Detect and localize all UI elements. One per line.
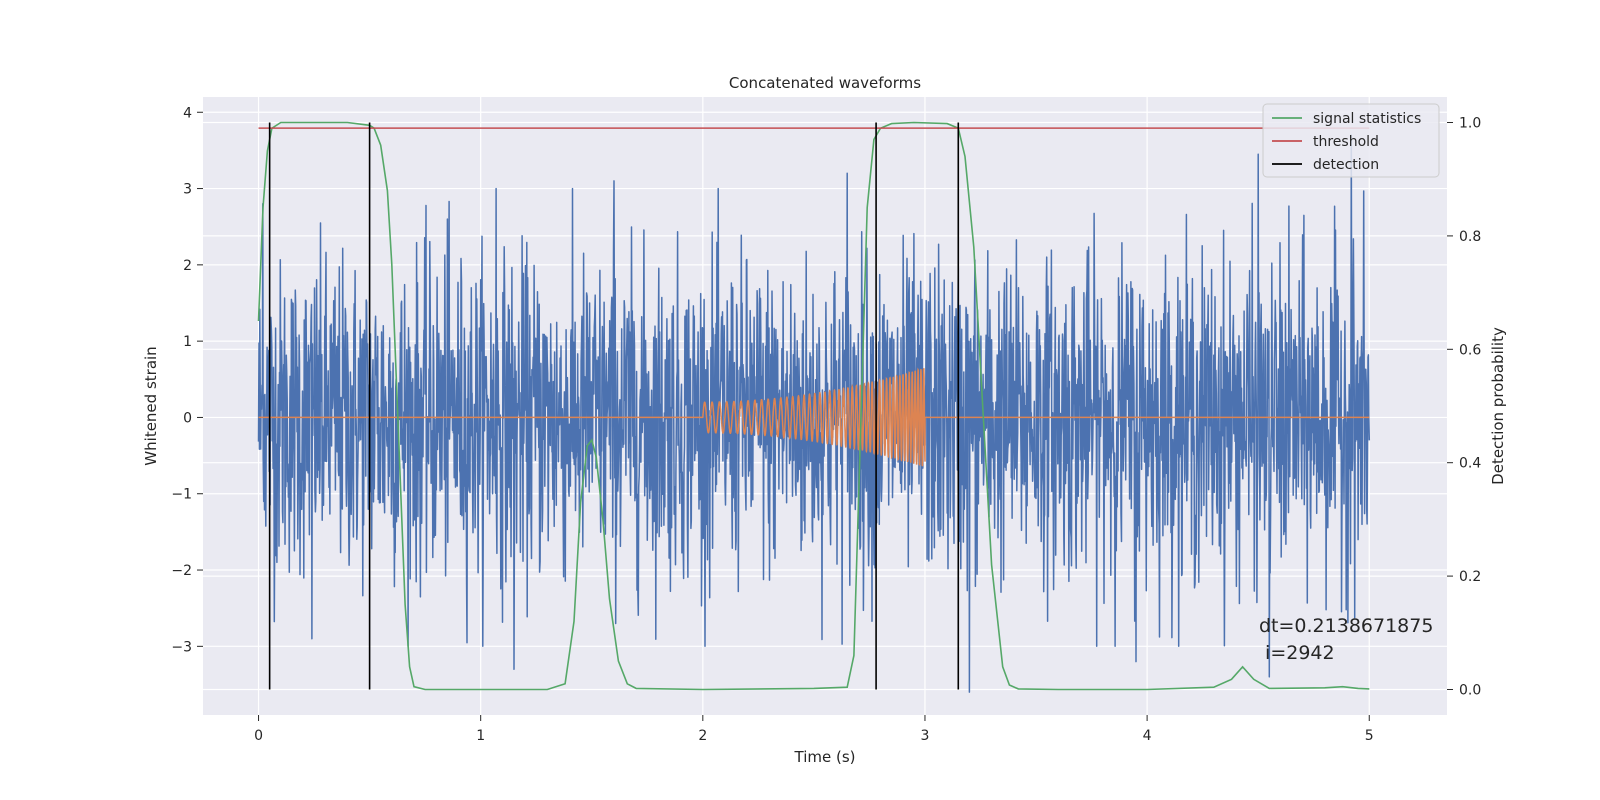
y-tick-label: 3 <box>183 182 192 198</box>
y2-tick-label: 1.0 <box>1459 116 1481 132</box>
injection-line <box>258 367 1370 467</box>
axis-ticks: 0 1 2 3 4 5 −3 −2 −1 0 1 2 3 4 0.0 0.2 0.4 0.6 0.8 1.0 <box>171 105 1481 744</box>
x-tick-label: 5 <box>1365 728 1374 744</box>
x-tick-label: 2 <box>698 728 707 744</box>
legend-label: threshold <box>1313 134 1379 150</box>
y-tick-label: 0 <box>183 410 192 426</box>
y-tick-label: 1 <box>183 334 192 350</box>
y2-axis-label: Detection probability <box>1489 327 1507 485</box>
annotation-i: i=2942 <box>1259 642 1335 664</box>
strain-line <box>257 134 1371 693</box>
y-tick-label: −1 <box>171 487 192 503</box>
y2-tick-label: 0.8 <box>1459 229 1481 245</box>
x-tick-label: 4 <box>1143 728 1152 744</box>
legend-label: signal statistics <box>1313 111 1421 127</box>
y-tick-label: −3 <box>171 639 192 655</box>
y-tick-label: −2 <box>171 563 192 579</box>
x-axis-label: Time (s) <box>794 748 856 766</box>
strain-series <box>257 134 1371 693</box>
x-tick-label: 1 <box>476 728 485 744</box>
chart-title: Concatenated waveforms <box>729 74 921 92</box>
signal-statistics-line <box>257 121 1370 691</box>
legend-box <box>1262 103 1440 178</box>
y2-tick-label: 0.0 <box>1459 682 1481 698</box>
y2-tick-label: 0.6 <box>1459 342 1481 358</box>
injection-series <box>258 367 1370 467</box>
x-tick-label: 0 <box>254 728 263 744</box>
y-tick-label: 2 <box>183 258 192 274</box>
legend-label: detection <box>1313 157 1379 173</box>
y2-tick-label: 0.4 <box>1459 456 1481 472</box>
y-axis-label: Whitened strain <box>142 346 160 465</box>
probability-series <box>257 121 1370 691</box>
x-tick-label: 3 <box>921 728 930 744</box>
annotation-dt: dt=0.2138671875 <box>1259 615 1433 637</box>
y-tick-label: 4 <box>183 105 192 121</box>
legend: signal statistics threshold detection <box>1262 103 1440 178</box>
y2-tick-label: 0.2 <box>1459 569 1481 585</box>
